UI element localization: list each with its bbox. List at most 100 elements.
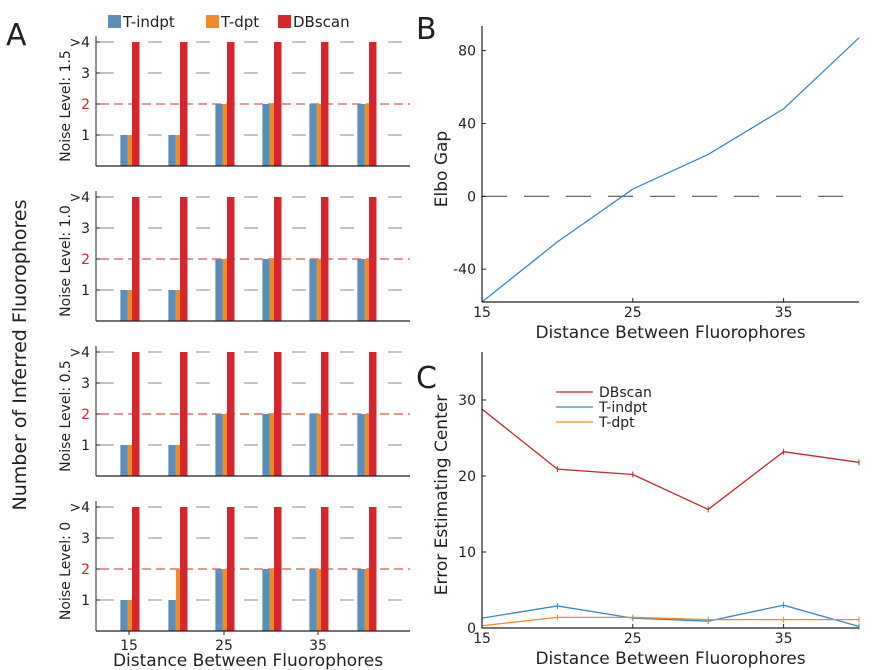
bar-dbscan-20: [180, 507, 188, 631]
bar-t-indpt-30: [262, 569, 270, 631]
y-tick-label: >4: [69, 345, 90, 361]
bar-t-dpt-20: [175, 290, 184, 321]
y-tick-label: 3: [81, 376, 90, 392]
bar-t-indpt-15: [120, 445, 128, 476]
y-tick-label: 1: [81, 128, 90, 144]
bar-t-dpt-35: [316, 569, 325, 631]
bar-t-indpt-35: [309, 569, 317, 631]
bar-t-indpt-20: [168, 290, 176, 321]
y-tick-label: >4: [69, 190, 90, 206]
bar-t-indpt-25: [215, 104, 223, 166]
bar-t-indpt-30: [262, 414, 270, 476]
x-tick-label: 35: [775, 631, 793, 647]
x-tick-label: 15: [120, 638, 138, 654]
y-axis-label: Error Estimating Center: [432, 395, 452, 595]
bar-t-dpt-30: [269, 104, 278, 166]
bar-t-indpt-25: [215, 259, 223, 321]
y-tick-label: 20: [458, 469, 476, 485]
bar-t-dpt-30: [269, 569, 278, 631]
x-tick-label: 25: [215, 638, 233, 654]
series-line-dbscan: [481, 408, 860, 511]
bar-dbscan-35: [321, 42, 329, 166]
bar-dbscan-15: [132, 197, 140, 321]
bar-dbscan-40: [369, 42, 377, 166]
bar-t-indpt-40: [357, 569, 365, 631]
series-line-t-dpt: [481, 616, 859, 627]
y-axis-label: Elbo Gap: [432, 131, 452, 207]
y-tick-label: 2: [81, 407, 90, 423]
bar-t-dpt-15: [127, 290, 136, 321]
y-tick-label: 3: [81, 531, 90, 547]
x-tick-label: 25: [624, 631, 642, 647]
bar-t-indpt-20: [168, 445, 176, 476]
facet-label: Noise Level: 1.5: [58, 50, 74, 162]
bar-t-dpt-35: [316, 259, 325, 321]
bar-t-dpt-30: [269, 259, 278, 321]
bar-t-indpt-15: [120, 290, 128, 321]
y-tick-label: 1: [81, 593, 90, 609]
y-tick-label: 10: [458, 545, 476, 561]
panel-label-a: A: [6, 18, 27, 53]
bar-t-dpt-15: [127, 135, 136, 166]
bar-dbscan-30: [274, 352, 282, 476]
bar-t-indpt-40: [357, 414, 365, 476]
x-tick-label: 25: [624, 305, 642, 321]
bar-t-indpt-30: [262, 259, 270, 321]
bar-t-indpt-40: [357, 104, 365, 166]
bar-dbscan-35: [321, 197, 329, 321]
bar-t-dpt-40: [364, 259, 373, 321]
bar-dbscan-30: [274, 42, 282, 166]
panel-label-b: B: [416, 12, 437, 47]
legend-label-t-indpt: T-indpt: [598, 400, 648, 416]
y-tick-label: >4: [69, 500, 90, 516]
x-axis-label: Distance Between Fluorophores: [535, 323, 805, 343]
bar-t-indpt-25: [215, 569, 223, 631]
y-tick-label: 0: [467, 189, 476, 205]
bar-t-dpt-25: [222, 569, 231, 631]
x-tick-label: 35: [309, 638, 327, 654]
y-tick-label: 2: [81, 97, 90, 113]
x-tick-label: 35: [775, 305, 793, 321]
bar-dbscan-30: [274, 197, 282, 321]
bar-t-dpt-20: [175, 569, 184, 631]
series-line-t-indpt: [481, 604, 860, 628]
y-tick-label: -40: [453, 262, 476, 278]
bar-t-dpt-40: [364, 414, 373, 476]
y-tick-label: 80: [458, 44, 476, 60]
bar-t-dpt-20: [175, 135, 184, 166]
legend-label-t-indpt: T-indpt: [122, 13, 175, 31]
legend-label-t-dpt: T-dpt: [598, 415, 635, 431]
bar-dbscan-20: [180, 197, 188, 321]
bar-t-indpt-35: [309, 259, 317, 321]
bar-t-dpt-40: [364, 104, 373, 166]
y-tick-label: 30: [458, 393, 476, 409]
bar-dbscan-35: [321, 352, 329, 476]
bar-dbscan-25: [227, 42, 235, 166]
panel-label-c: C: [416, 361, 437, 396]
bar-dbscan-15: [132, 42, 140, 166]
bar-t-dpt-15: [127, 445, 136, 476]
facet-label: Noise Level: 0: [58, 522, 74, 620]
bar-dbscan-20: [180, 42, 188, 166]
panel-a-ylabel: Number of Inferred Fluorophores: [9, 199, 31, 510]
bar-t-indpt-20: [168, 135, 176, 166]
y-tick-label: 1: [81, 283, 90, 299]
y-tick-label: 2: [81, 562, 90, 578]
bar-t-indpt-30: [262, 104, 270, 166]
bar-t-dpt-25: [222, 104, 231, 166]
bar-t-indpt-20: [168, 600, 176, 631]
y-tick-label: 40: [458, 116, 476, 132]
y-tick-label: 2: [81, 252, 90, 268]
bar-t-indpt-40: [357, 259, 365, 321]
panel-a-xlabel: Distance Between Fluorophores: [113, 651, 383, 670]
y-tick-label: 3: [81, 221, 90, 237]
legend-label-t-dpt: T-dpt: [220, 13, 259, 31]
legend-swatch-dbscan: [278, 15, 291, 28]
legend-label-dbscan: DBscan: [599, 385, 652, 401]
bar-t-dpt-15: [127, 600, 136, 631]
